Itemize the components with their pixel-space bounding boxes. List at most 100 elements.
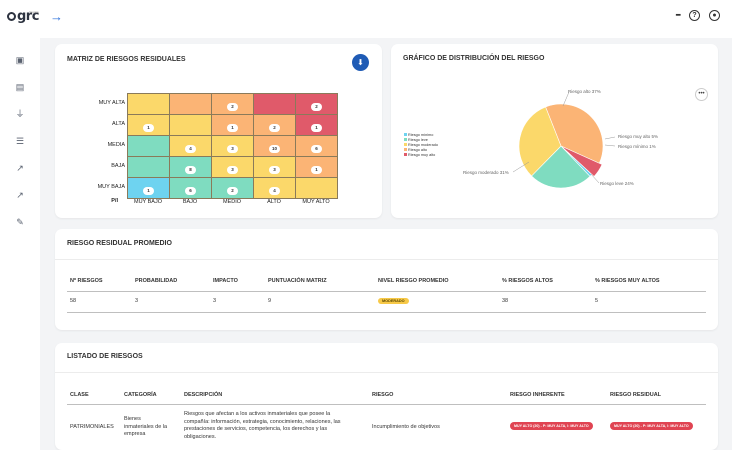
legend-label: Riesgo moderado [408, 143, 438, 147]
descripcion-line: obligaciones. [184, 433, 217, 440]
matrix-cell[interactable]: 6 [169, 177, 212, 199]
matrix-cell[interactable]: 2 [295, 93, 338, 115]
matrix-row: 4 3 10 6 [127, 135, 338, 157]
pie-slice-4[interactable] [560, 145, 603, 177]
matrix-count-pill: 2 [227, 187, 238, 195]
legend-item[interactable]: Riesgo mínimo [404, 133, 438, 138]
pie-chart [512, 91, 616, 189]
col-label: ALTO [267, 199, 281, 205]
matrix-count-pill: 3 [227, 166, 238, 174]
matrix-cell[interactable]: 1 [295, 156, 338, 178]
legend-item[interactable]: Riesgo leve [404, 138, 438, 143]
legend-item[interactable]: Riesgo moderado [404, 143, 438, 148]
matrix-count-pill: 3 [227, 145, 238, 153]
value-impacto: 3 [213, 298, 217, 304]
legend-label: Riesgo muy alto [408, 153, 436, 157]
matrix-cell[interactable]: 8 [169, 156, 212, 178]
matrix-count-pill: 2 [311, 103, 322, 111]
legend-item[interactable]: Riesgo muy alto [404, 153, 438, 158]
download-button[interactable]: ⬇ [352, 54, 369, 71]
inbox-icon[interactable]: ▤ [15, 82, 25, 92]
listado-card: LISTADO DE RIESGOS CLASE CATEGORÍA DESCR… [55, 343, 718, 450]
legend-label: Riesgo mínimo [408, 133, 434, 137]
matrix-cell[interactable] [127, 93, 170, 115]
categoria-line: Bienes [124, 416, 141, 422]
pie-label-moderado: Riesgo moderado 31% [463, 170, 509, 175]
matrix-cell[interactable] [127, 135, 170, 157]
matrix-cell[interactable]: 3 [211, 135, 254, 157]
matrix-cell[interactable]: 1 [211, 114, 254, 136]
matrix-cell[interactable]: 6 [295, 135, 338, 157]
categoria-line: empresa [124, 431, 146, 437]
col-header: CLASE [70, 392, 89, 398]
trend-icon[interactable]: ↗ [16, 163, 24, 173]
divider [55, 259, 718, 260]
matrix-count-pill: 2 [227, 103, 238, 111]
matrix-cell[interactable]: 3 [211, 156, 254, 178]
matrix-cell[interactable]: 1 [127, 114, 170, 136]
pie-slice-2[interactable] [518, 106, 562, 177]
col-label: MUY BAJO [133, 199, 162, 205]
row-label: ALTA [112, 121, 125, 127]
pie-slice-3[interactable] [545, 103, 604, 164]
grid-icon[interactable]: ▪▪▪ [675, 12, 682, 19]
matrix-cell[interactable]: 2 [253, 114, 296, 136]
matrix-count-pill: 1 [311, 124, 322, 132]
col-header: % RIESGOS ALTOS [502, 278, 553, 284]
trend-icon-2[interactable]: ↗ [16, 190, 24, 200]
matrix-cell[interactable]: 10 [253, 135, 296, 157]
pie-slice-1[interactable] [531, 145, 591, 189]
checklist-icon[interactable]: ☰ [15, 136, 25, 146]
matrix-card: MATRIZ DE RIESGOS RESIDUALES ⬇ MUY ALTA … [55, 44, 382, 218]
col-label: BAJO [182, 199, 198, 205]
pie-leader-line [512, 161, 530, 173]
descripcion-line: Riesgos que afectan a los activos inmate… [184, 411, 331, 417]
col-header: PROBABILIDAD [135, 278, 178, 284]
matrix-cell[interactable]: 4 [169, 135, 212, 157]
matrix-cell[interactable] [169, 114, 212, 136]
value-probabilidad: 3 [135, 298, 139, 304]
matrix-cell[interactable] [169, 93, 212, 115]
col-header: CATEGORÍA [124, 392, 157, 398]
pie-label-minimo: Riesgo mínimo 1% [618, 144, 656, 149]
matrix-cell[interactable] [295, 177, 338, 199]
legend-swatch [404, 148, 407, 151]
col-header: Nº RIESGOS [70, 278, 103, 284]
col-header: RIESGO RESIDUAL [610, 392, 662, 398]
value-puntuacion: 9 [268, 298, 272, 304]
matrix-cell[interactable]: 4 [253, 177, 296, 199]
matrix-cell[interactable]: 1 [295, 114, 338, 136]
matrix-cell[interactable]: 3 [253, 156, 296, 178]
table-divider [67, 404, 706, 405]
logo-text: grc [17, 9, 39, 24]
row-label: MUY ALTA [98, 100, 125, 106]
matrix-count-pill: 8 [185, 166, 196, 174]
distribution-card: GRÁFICO DE DISTRIBUCIÓN DEL RIESGO ••• R… [391, 44, 718, 218]
matrix-cell[interactable]: 2 [211, 177, 254, 199]
contact-card-icon[interactable]: ▣ [15, 55, 25, 65]
legend-item[interactable]: Riesgo alto [404, 148, 438, 153]
pie-label-leve: Riesgo leve 24% [600, 181, 634, 186]
cell-descripcion: Riesgos que afectan a los activos inmate… [184, 411, 364, 441]
arrow-right-icon[interactable]: → [50, 9, 63, 24]
distribution-title: GRÁFICO DE DISTRIBUCIÓN DEL RIESGO [403, 55, 545, 62]
matrix-count-pill: 1 [311, 166, 322, 174]
col-header: RIESGO INHERENTE [510, 392, 565, 398]
matrix-cell[interactable]: 1 [127, 177, 170, 199]
plug-icon[interactable]: ⏚ [15, 109, 25, 119]
matrix-cell[interactable] [253, 93, 296, 115]
matrix-cell[interactable] [127, 156, 170, 178]
help-icon[interactable]: ? [689, 10, 700, 21]
cell-riesgo: Incumplimiento de objetivos [372, 424, 440, 430]
col-header: % RIESGOS MUY ALTOS [595, 278, 660, 284]
matrix-cell[interactable]: 2 [211, 93, 254, 115]
user-icon[interactable]: ● [709, 10, 720, 21]
matrix-count-pill: 10 [269, 145, 280, 153]
wrench-icon[interactable]: ✎ [16, 217, 24, 227]
legend-swatch [404, 143, 407, 146]
app-logo[interactable]: grc [7, 9, 39, 24]
descripcion-line: prestaciones de servicios, competencia, … [184, 426, 328, 432]
chart-menu-button[interactable]: ••• [695, 88, 708, 101]
divider [55, 372, 718, 373]
